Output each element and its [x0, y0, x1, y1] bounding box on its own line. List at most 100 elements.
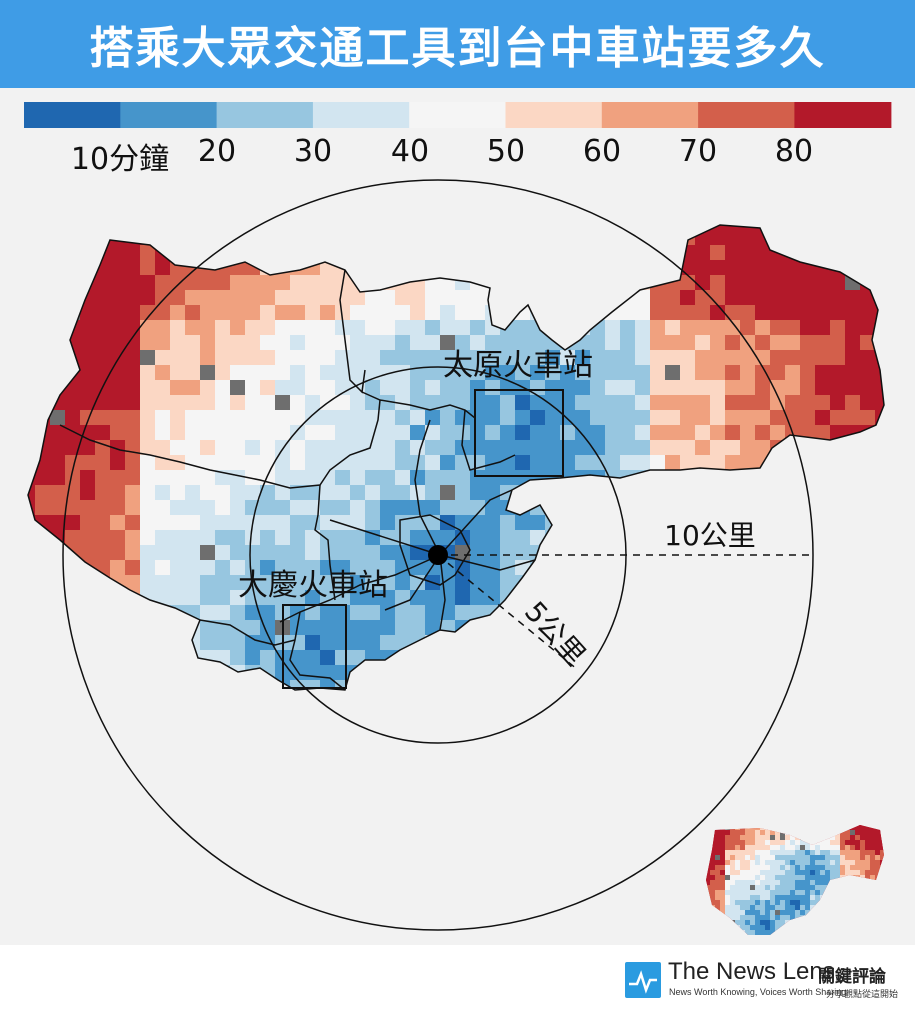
- map-cell: [710, 225, 726, 231]
- map-cell: [410, 605, 426, 621]
- map-cell: [230, 320, 246, 336]
- map-cell: [110, 245, 126, 261]
- map-cell: [65, 275, 81, 291]
- map-cell: [260, 590, 276, 606]
- map-cell: [365, 455, 381, 471]
- ring-5km-label: 5公里: [518, 595, 592, 672]
- map-cell: [275, 335, 291, 351]
- taiyuan-station-box: [474, 389, 564, 477]
- map-cell: [860, 935, 866, 941]
- map-cell: [395, 380, 411, 396]
- map-cell: [815, 665, 831, 681]
- map-cell: [860, 895, 866, 901]
- map-cell: [140, 560, 156, 576]
- map-cell: [830, 320, 846, 336]
- map-cell: [515, 260, 531, 276]
- map-cell: [875, 225, 884, 231]
- map-cell: [530, 560, 546, 576]
- map-cell: [470, 290, 486, 306]
- map-cell: [380, 410, 396, 426]
- map-cell: [825, 875, 831, 881]
- map-cell: [700, 925, 706, 931]
- inset-mini-map: [700, 825, 884, 941]
- map-cell: [65, 695, 81, 711]
- map-cell: [830, 905, 836, 911]
- map-cell: [715, 925, 721, 931]
- map-cell: [50, 230, 66, 246]
- map-cell: [770, 560, 786, 576]
- map-cell: [710, 680, 726, 690]
- map-cell: [35, 245, 51, 261]
- map-cell: [800, 880, 806, 886]
- map-cell: [855, 835, 861, 841]
- map-cell: [410, 485, 426, 501]
- map-cell: [825, 840, 831, 846]
- map-cell: [200, 335, 216, 351]
- map-cell: [865, 915, 871, 921]
- map-cell: [695, 485, 711, 501]
- map-cell: [725, 925, 731, 931]
- map-cell: [590, 425, 606, 441]
- brand-name[interactable]: The News Lens: [668, 958, 835, 985]
- map-cell: [65, 225, 81, 231]
- map-cell: [665, 560, 681, 576]
- map-cell: [500, 425, 516, 441]
- map-cell: [755, 425, 771, 441]
- map-cell: [620, 245, 636, 261]
- map-cell: [750, 925, 756, 931]
- map-cell: [455, 410, 471, 426]
- map-cell: [380, 290, 396, 306]
- map-cell: [860, 425, 876, 441]
- map-cell: [125, 365, 141, 381]
- map-cell: [440, 275, 456, 291]
- map-cell: [890, 635, 906, 651]
- map-cell: [35, 260, 51, 276]
- map-cell: [765, 910, 771, 916]
- map-cell: [890, 515, 906, 531]
- map-cell: [710, 575, 726, 591]
- map-cell: [470, 380, 486, 396]
- map-cell: [770, 275, 786, 291]
- map-cell: [485, 230, 501, 246]
- map-cell: [230, 275, 246, 291]
- map-cell: [650, 275, 666, 291]
- map-cell: [795, 840, 801, 846]
- map-cell: [530, 695, 546, 711]
- map-cell: [230, 365, 246, 381]
- map-cell: [770, 545, 786, 561]
- map-cell: [800, 650, 816, 666]
- map-cell: [830, 395, 846, 411]
- map-cell: [530, 425, 546, 441]
- map-cell: [755, 665, 771, 681]
- map-cell: [485, 530, 501, 546]
- map-cell: [80, 260, 96, 276]
- map-cell: [815, 865, 821, 871]
- map-cell: [605, 650, 621, 666]
- map-cell: [875, 440, 884, 456]
- map-cell: [770, 605, 786, 621]
- map-cell: [245, 455, 261, 471]
- map-cell: [560, 680, 576, 690]
- map-cell: [755, 870, 761, 876]
- map-cell: [155, 575, 171, 591]
- map-cell: [260, 230, 276, 246]
- map-cell: [575, 560, 591, 576]
- map-cell: [715, 900, 721, 906]
- map-cell: [720, 900, 726, 906]
- map-cell: [815, 230, 831, 246]
- map-cell: [875, 650, 884, 666]
- map-cell: [775, 845, 781, 851]
- map-cell: [845, 590, 861, 606]
- map-cell: [835, 825, 841, 831]
- map-cell: [620, 425, 636, 441]
- map-cell: [795, 905, 801, 911]
- map-cell: [855, 890, 861, 896]
- map-cell: [80, 410, 96, 426]
- map-cell: [860, 245, 876, 261]
- map-cell: [805, 830, 811, 836]
- map-cell: [785, 910, 791, 916]
- map-cell: [170, 290, 186, 306]
- map-cell: [635, 500, 651, 516]
- map-cell: [710, 900, 716, 906]
- map-cell: [65, 380, 81, 396]
